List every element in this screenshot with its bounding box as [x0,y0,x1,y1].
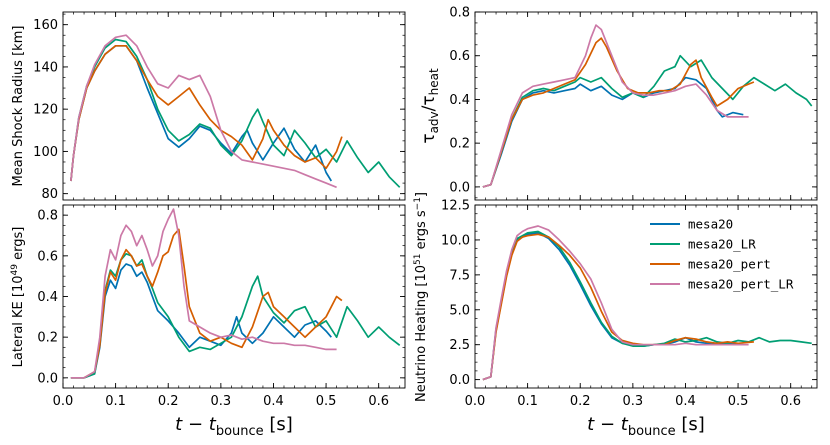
legend-label-mesa20: mesa20 [688,217,733,232]
x-tick-label: 0.2 [158,394,179,409]
x-label-unit: [s] [264,414,293,435]
y-tick-label: 160 [33,18,58,33]
y-label-mid: ergs s [414,210,429,253]
series-line-mesa20-pert [482,37,755,188]
y-tick-label: 120 [33,103,58,118]
plot-frame [474,11,818,201]
y-tick-label: 0.6 [449,49,470,64]
panel-neutrino-heating: 0.0 0.1 0.2 0.3 0.4 0.5 0.6 0.0 2.5 5.0 7.5 10.0 12.… [413,192,818,439]
series-line-mesa20-pert-LR [482,24,749,188]
series-line-mesa20-pert-LR [482,225,749,381]
y-tick-label: 0.8 [37,209,58,224]
plot-frame [62,11,406,201]
x-tick-label: 0.3 [211,394,232,409]
y-tick-label: 0.0 [449,180,470,195]
x-tick-label: 0.2 [570,394,591,409]
x-axis-label: t − tbounce [s] [587,414,705,439]
y-label-sub-adv: adv [427,111,441,133]
y-tick-label: 10.0 [441,233,470,248]
y-axis-label: Mean Shock Radius [km] [11,26,26,187]
y-tick-label: 0.4 [449,93,470,108]
series-line-mesa20 [70,263,332,379]
y-tick-label: 0.2 [449,137,470,152]
legend-label-mesa20-LR: mesa20_LR [688,237,756,252]
y-tick-label: 0.2 [37,331,58,346]
series-line-mesa20 [70,44,333,182]
series-line-mesa20-LR [482,54,813,188]
y-tick-label: 0.8 [449,6,470,21]
x-tick-label: 0.1 [517,394,538,409]
legend-label-mesa20-pert: mesa20_pert [688,257,771,272]
y-tick-label: 140 [33,60,58,75]
x-tick-label: 0.4 [675,394,696,409]
x-tick-label: 0.5 [728,394,749,409]
x-tick-label: 0.0 [53,394,74,409]
y-axis-label: Lateral KE [1049 ergs] [10,227,26,368]
x-tick-label: 0.3 [623,394,644,409]
series-line-mesa20-pert-LR [70,34,337,189]
y-label-main: Neutrino Heating [10 [414,265,429,402]
y-tick-label: 0.0 [449,373,470,388]
y-label-unit: ergs] [11,227,26,264]
y-tick-label: 5.0 [449,303,470,318]
y-axis-label: Neutrino Heating [1051 ergs s−1] [413,192,429,402]
series-line-mesa20-pert [482,233,754,381]
y-tick-label: 0.6 [37,249,58,264]
y-label-tau: τ [419,133,439,143]
x-tick-label: 0.1 [105,394,126,409]
x-tick-label: 0.6 [780,394,801,409]
series-line-mesa20-pert-LR [70,208,337,379]
y-tick-label: 80 [41,187,58,202]
y-axis-label: τadv/τheat [419,68,441,144]
y-label-exp: 51 [413,254,423,265]
x-label-main: t − t [175,414,217,435]
x-tick-label: 0.5 [316,394,337,409]
x-label-sub: bounce [216,424,264,439]
x-axis-label: t − tbounce [s] [175,414,293,439]
series-line-mesa20 [482,232,744,381]
x-tick-label: 0.0 [465,394,486,409]
y-label-main: Lateral KE [10 [11,275,26,367]
plot-frame [62,204,406,389]
y-tick-label: 100 [33,145,58,160]
y-label-sub-heat: heat [427,68,441,95]
x-tick-label: 0.6 [368,394,389,409]
series-line-mesa20-pert [70,228,343,379]
y-label-end: ] [414,192,429,197]
series-line-mesa20-LR [70,38,401,188]
y-tick-label: 12.5 [441,199,470,214]
y-label-exp: 49 [10,264,20,276]
y-label-tau-heat: /τ [419,95,439,111]
y-tick-label: 7.5 [449,268,470,283]
x-label-main: t − t [587,414,629,435]
panel-lateral-ke: 0.0 0.1 0.2 0.3 0.4 0.5 0.6 0.0 0.2 0.4 0.6 0.8 Lat… [10,204,406,439]
y-tick-label: 0.0 [37,371,58,386]
plot-frame [474,204,818,389]
panel-tau-ratio: 0.0 0.2 0.4 0.6 0.8 τadv/τheat [419,6,818,201]
y-label-exp2: −1 [413,197,423,210]
series-line-mesa20-pert [70,44,343,182]
x-label-sub: bounce [628,424,676,439]
panel-shock-radius: 80 100 120 140 160 Mean Shock Radius [km] [11,11,406,202]
legend: mesa20 mesa20_LR mesa20_pert mesa20_pert_LR [650,217,794,292]
legend-label-mesa20-pert-LR: mesa20_pert_LR [688,277,794,292]
x-label-unit: [s] [676,414,705,435]
y-tick-label: 2.5 [449,338,470,353]
y-tick-label: 0.4 [37,290,58,305]
x-tick-label: 0.4 [263,394,284,409]
series-line-mesa20-LR [482,230,812,381]
